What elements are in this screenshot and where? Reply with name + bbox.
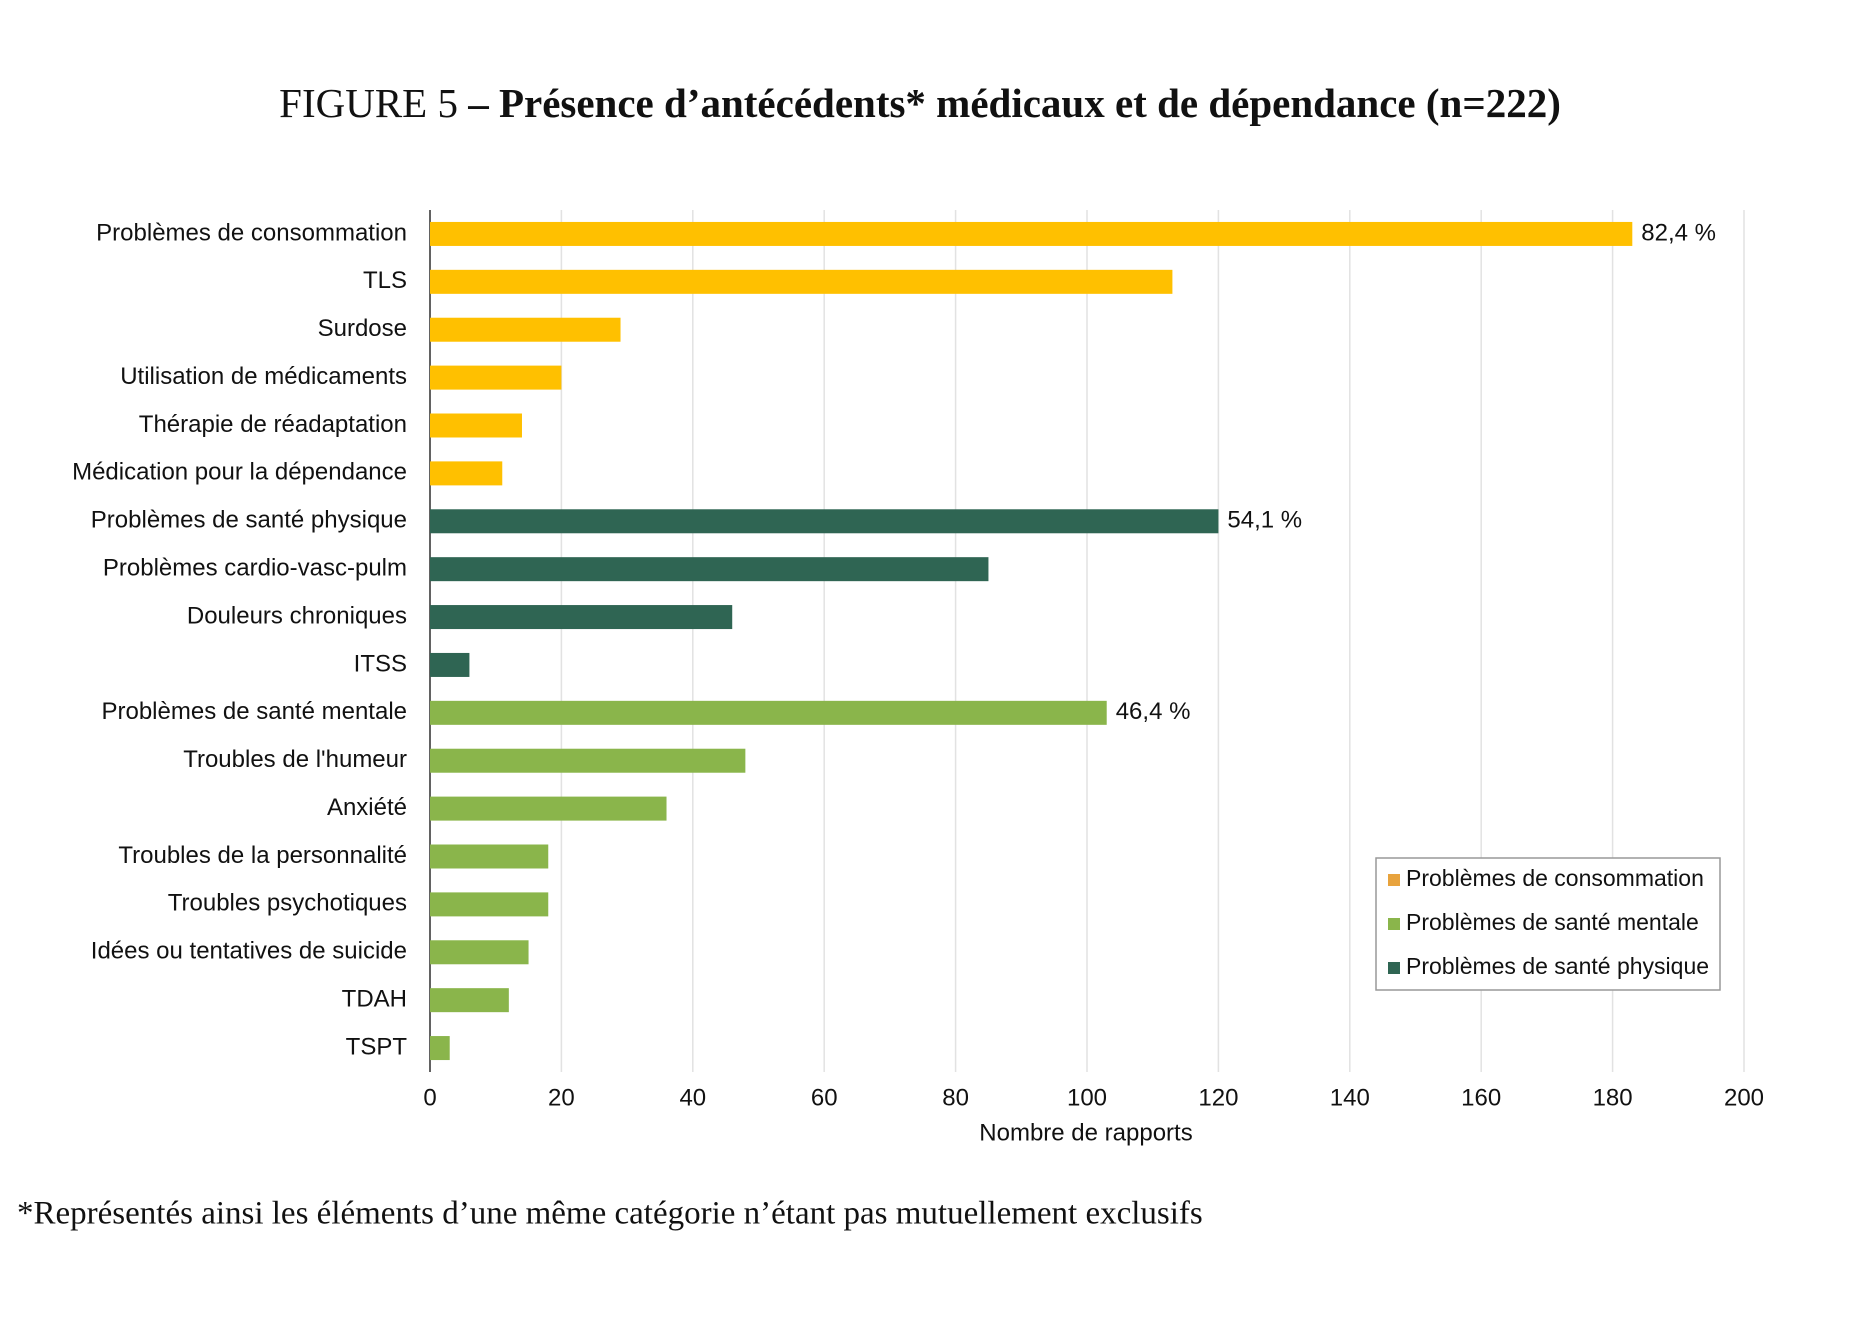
legend-box <box>1375 857 1721 991</box>
y-tick-label: TLS <box>363 267 407 294</box>
y-tick-label: Thérapie de réadaptation <box>139 411 407 438</box>
y-tick-label: Troubles de l'humeur <box>183 746 407 773</box>
bar <box>430 796 667 821</box>
y-tick-label: Problèmes de santé mentale <box>101 698 407 725</box>
y-tick-label: TDAH <box>342 986 407 1013</box>
y-tick-label: Surdose <box>318 315 407 342</box>
x-tick-label: 40 <box>679 1084 706 1111</box>
legend-swatch <box>1388 874 1400 886</box>
x-tick-label: 0 <box>423 1084 436 1111</box>
bar-annotation: 82,4 % <box>1641 219 1716 246</box>
y-tick-label: ITSS <box>354 650 407 677</box>
bar <box>430 461 503 486</box>
bar <box>430 1036 450 1061</box>
y-tick-label: Médication pour la dépendance <box>72 459 407 486</box>
bar <box>430 892 549 917</box>
y-tick-label: Problèmes cardio-vasc-pulm <box>103 555 407 582</box>
bar <box>430 940 529 965</box>
y-tick-label: Utilisation de médicaments <box>120 363 407 390</box>
x-tick-label: 80 <box>942 1084 969 1111</box>
y-tick-label: Anxiété <box>327 794 407 821</box>
bar <box>430 317 621 342</box>
bar <box>430 413 522 438</box>
legend-swatch <box>1388 918 1400 930</box>
chart-title: FIGURE 5 – Présence d’antécédents* médic… <box>279 80 1561 126</box>
bar <box>430 269 1173 294</box>
bar <box>430 748 746 773</box>
bar <box>430 844 549 869</box>
x-tick-label: 60 <box>811 1084 838 1111</box>
y-tick-label: Troubles psychotiques <box>168 890 407 917</box>
bar <box>430 700 1107 725</box>
y-tick-label: Troubles de la personnalité <box>118 842 407 869</box>
bar-annotation: 46,4 % <box>1116 698 1191 725</box>
legend-label: Problèmes de santé mentale <box>1406 909 1699 935</box>
bar <box>430 605 733 630</box>
x-tick-label: 20 <box>548 1084 575 1111</box>
bar <box>430 988 509 1013</box>
x-tick-label: 180 <box>1593 1084 1633 1111</box>
x-axis-label: Nombre de rapports <box>979 1119 1192 1146</box>
y-tick-label: Problèmes de santé physique <box>91 507 407 534</box>
legend-label: Problèmes de santé physique <box>1406 953 1709 979</box>
footnote: *Représentés ainsi les éléments d’une mê… <box>17 1196 1203 1232</box>
y-tick-label: Problèmes de consommation <box>96 219 407 246</box>
y-tick-label: Idées ou tentatives de suicide <box>91 938 407 965</box>
x-tick-label: 160 <box>1461 1084 1501 1111</box>
bar <box>430 509 1219 534</box>
y-tick-label: Douleurs chroniques <box>187 602 407 629</box>
y-tick-label: TSPT <box>346 1033 408 1060</box>
x-tick-label: 120 <box>1198 1084 1238 1111</box>
bar <box>430 365 562 390</box>
title-prefix: FIGURE 5 <box>279 80 458 126</box>
bar-annotation: 54,1 % <box>1227 507 1302 534</box>
x-tick-label: 200 <box>1724 1084 1764 1111</box>
bar <box>430 221 1633 246</box>
legend-swatch <box>1388 962 1400 974</box>
bar <box>430 557 989 582</box>
x-tick-label: 140 <box>1330 1084 1370 1111</box>
bar <box>430 652 470 677</box>
legend-label: Problèmes de consommation <box>1406 865 1704 891</box>
x-tick-label: 100 <box>1067 1084 1107 1111</box>
title-text: – Présence d’antécédents* médicaux et de… <box>467 80 1561 126</box>
